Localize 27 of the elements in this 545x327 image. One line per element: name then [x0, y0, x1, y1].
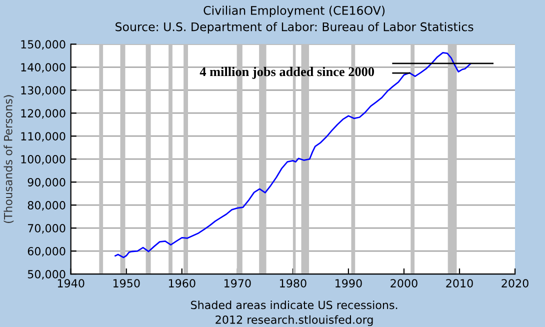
x-tick-label: 1990 [336, 279, 362, 288]
chart-title: Civilian Employment (CE16OV) [204, 6, 385, 18]
y-tick-label: 110,000 [21, 132, 66, 142]
y-tick-label: 80,000 [28, 201, 66, 211]
y-tick-label: 140,000 [21, 63, 66, 73]
chart-subtitle: Source: U.S. Department of Labor: Bureau of Labor Statistics [116, 22, 474, 34]
y-tick-label: 100,000 [21, 155, 66, 165]
text: Shaded areas indicate US recessions. [191, 300, 398, 310]
y-tick-label: 130,000 [21, 86, 66, 96]
x-tick-label: 1940 [58, 279, 84, 288]
y-tick-label: 50,000 [28, 270, 66, 280]
y-tick-label: 150,000 [21, 40, 66, 50]
x-tick-label: 1950 [113, 279, 140, 288]
x-tick-label: 1980 [280, 279, 306, 288]
x-tick-label: 1960 [168, 279, 196, 288]
y-axis-title: (Thousands of Persons) [4, 95, 14, 223]
x-tick-label: 2010 [446, 279, 473, 288]
text: 2012 research.stlouisfed.org [216, 315, 373, 326]
x-tick-label: 2020 [502, 279, 528, 288]
y-tick-label: 120,000 [21, 109, 66, 119]
annotation: 4 million jobs added since 2000 [200, 66, 374, 79]
x-tick-label: 1970 [224, 279, 251, 288]
line-series [114, 52, 472, 258]
y-tick-label: 90,000 [28, 178, 66, 188]
x-tick-label: 2000 [390, 279, 418, 288]
y-tick-label: 70,000 [28, 224, 66, 234]
y-tick-label: 60,000 [28, 247, 66, 257]
